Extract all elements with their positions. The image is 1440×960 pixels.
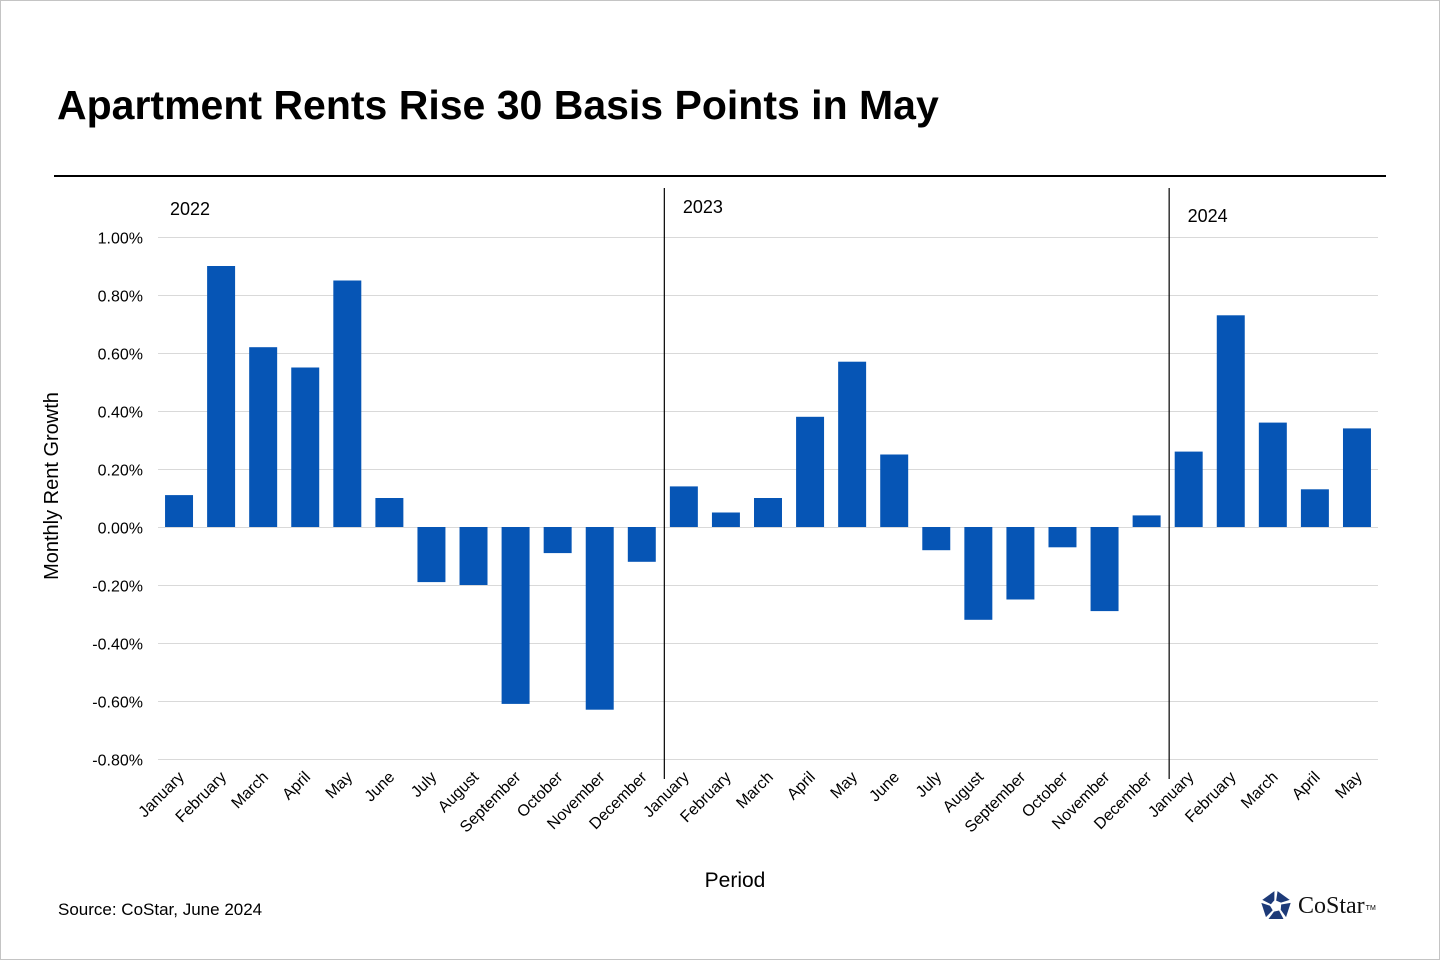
y-tick-label: -0.80% (92, 753, 143, 770)
bar-january (165, 495, 194, 527)
costar-star-icon (1261, 891, 1291, 919)
gridlines (158, 237, 1378, 760)
y-axis-ticks: 1.00% 0.80% 0.60% 0.40% 0.20% 0.00% -0.20% -0.4… (92, 231, 143, 770)
bar-august (964, 527, 993, 620)
bar-november (585, 527, 614, 710)
logo-segment (1261, 902, 1273, 918)
bar-june (375, 498, 404, 527)
logo-segment (1276, 891, 1290, 903)
bar-december (1132, 515, 1161, 527)
x-tick-label: March (733, 769, 776, 812)
y-tick-label: 0.60% (98, 347, 143, 364)
bar-january (669, 486, 698, 527)
x-tick-label: July (408, 769, 440, 801)
bar-april (796, 416, 825, 527)
y-tick-label: 0.80% (98, 289, 143, 306)
x-tick-label: April (784, 769, 819, 804)
bar-november (1090, 527, 1119, 612)
x-axis-label: Period (705, 869, 766, 892)
bar-april (1300, 489, 1329, 527)
logo-segment (1262, 891, 1275, 905)
y-tick-label: -0.40% (92, 637, 143, 654)
x-tick-label: May (1332, 769, 1365, 802)
costar-logo: CoStar TM (1260, 890, 1376, 922)
chart-title: Apartment Rents Rise 30 Basis Points in … (57, 82, 939, 128)
bar-august (459, 527, 488, 585)
bar-february (711, 512, 740, 527)
x-tick-label: April (279, 769, 314, 804)
x-tick-label: May (323, 769, 356, 802)
bar-march (1258, 422, 1287, 527)
bar-february (1216, 315, 1245, 527)
bar-february (207, 266, 236, 527)
year-label-2023: 2023 (683, 197, 723, 217)
y-axis-label: Monthly Rent Growth (41, 392, 63, 580)
x-tick-label: July (913, 769, 945, 801)
x-tick-label: June (362, 769, 399, 806)
x-tick-label: June (866, 769, 903, 806)
source-note: Source: CoStar, June 2024 (58, 900, 263, 919)
y-tick-label: 0.40% (98, 405, 143, 422)
bar-july (417, 527, 446, 583)
x-tick-label: May (828, 769, 861, 802)
x-tick-label: March (1238, 769, 1281, 812)
bar-october (543, 527, 572, 554)
y-tick-label: 0.20% (98, 463, 143, 480)
y-tick-label: 1.00% (98, 231, 143, 248)
y-tick-label: 0.00% (98, 521, 143, 538)
year-label-2024: 2024 (1188, 206, 1228, 226)
bar-may (1342, 428, 1371, 527)
bar-march (754, 498, 782, 527)
bar-march (249, 347, 278, 527)
logo-trademark: TM (1365, 904, 1376, 912)
x-tick-label: March (229, 769, 272, 812)
y-tick-label: -0.60% (92, 695, 143, 712)
bars (165, 266, 1371, 710)
bar-july (922, 527, 951, 551)
x-tick-label: April (1289, 769, 1324, 804)
year-label-2022: 2022 (170, 199, 210, 219)
bar-may (838, 361, 867, 527)
bar-september (501, 527, 530, 704)
logo-text: CoStar (1298, 892, 1365, 919)
bar-june (880, 454, 909, 527)
bar-january (1174, 451, 1203, 527)
year-separators (663, 188, 1170, 779)
title-divider (54, 175, 1386, 177)
logo-segment (1268, 910, 1284, 919)
bar-may (333, 280, 362, 527)
bar-december (627, 527, 656, 562)
year-labels: 2022 2023 2024 (170, 197, 1228, 226)
y-tick-label: -0.20% (92, 579, 143, 596)
bar-september (1006, 527, 1035, 600)
bar-october (1048, 527, 1077, 548)
bar-april (291, 367, 320, 527)
logo-segment (1280, 902, 1291, 918)
